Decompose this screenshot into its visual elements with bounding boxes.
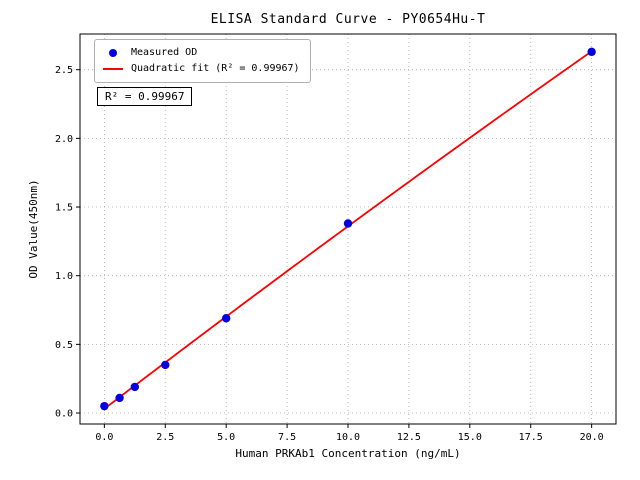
- x-tick-label: 2.5: [156, 432, 174, 443]
- legend-label-measured-od: Measured OD: [131, 47, 198, 58]
- measured-od-point: [587, 47, 596, 57]
- x-tick-label: 20.0: [580, 432, 604, 443]
- legend: Measured OD Quadratic fit (R² = 0.99967): [94, 39, 311, 83]
- y-axis-label: OD Value(450nm): [27, 179, 40, 279]
- y-tick-label: 1.0: [55, 271, 73, 282]
- measured-od-point: [100, 401, 109, 411]
- measured-od-point: [115, 393, 124, 403]
- measured-od-point: [161, 360, 170, 370]
- chart-title: ELISA Standard Curve - PY0654Hu-T: [210, 12, 486, 27]
- measured-od-marker-icon: [109, 49, 117, 57]
- y-tick-label: 1.5: [55, 203, 73, 214]
- x-tick-label: 7.5: [278, 432, 296, 443]
- quadratic-fit-marker-icon: [103, 68, 123, 70]
- y-tick-label: 2.0: [55, 134, 73, 145]
- y-tick-label: 0.5: [55, 340, 73, 351]
- x-tick-label: 5.0: [217, 432, 235, 443]
- measured-od-point: [343, 219, 353, 228]
- y-tick-label: 0.0: [55, 409, 73, 420]
- x-axis-label: Human PRKAb1 Concentration (ng/mL): [235, 447, 461, 460]
- y-tick-label: 2.5: [55, 65, 73, 76]
- measured-od-point: [221, 314, 231, 323]
- r-squared-annotation: R² = 0.99967: [97, 87, 193, 106]
- measured-od-point: [130, 382, 140, 392]
- x-tick-label: 0.0: [95, 432, 113, 443]
- legend-label-quadratic-fit: Quadratic fit (R² = 0.99967): [131, 63, 300, 74]
- x-tick-label: 12.5: [397, 432, 421, 443]
- legend-item-measured-od: Measured OD: [103, 45, 300, 61]
- x-tick-label: 10.0: [336, 432, 360, 443]
- x-tick-label: 15.0: [458, 432, 482, 443]
- x-tick-label: 17.5: [519, 432, 543, 443]
- legend-item-quadratic-fit: Quadratic fit (R² = 0.99967): [103, 61, 300, 77]
